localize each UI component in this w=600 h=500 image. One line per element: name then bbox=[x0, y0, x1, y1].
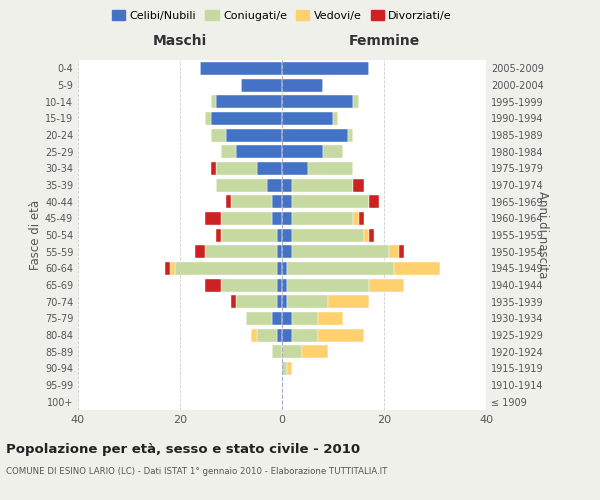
Bar bbox=[353, 212, 359, 225]
Bar bbox=[328, 295, 369, 308]
Bar bbox=[349, 128, 353, 141]
Legend: Celibi/Nubili, Coniugati/e, Vedovi/e, Divorziati/e: Celibi/Nubili, Coniugati/e, Vedovi/e, Di… bbox=[110, 8, 454, 23]
Bar bbox=[216, 178, 267, 192]
Bar bbox=[287, 278, 369, 291]
Bar bbox=[292, 228, 364, 241]
Bar bbox=[221, 212, 272, 225]
Bar bbox=[236, 145, 282, 158]
Bar bbox=[282, 245, 292, 258]
Bar bbox=[302, 345, 328, 358]
Bar bbox=[282, 78, 323, 92]
Bar bbox=[389, 245, 400, 258]
Bar bbox=[211, 162, 216, 175]
Bar bbox=[247, 312, 272, 325]
Bar bbox=[400, 245, 404, 258]
Bar bbox=[241, 78, 282, 92]
Bar bbox=[221, 228, 277, 241]
Bar bbox=[164, 262, 170, 275]
Bar bbox=[216, 228, 221, 241]
Bar bbox=[211, 95, 216, 108]
Bar bbox=[292, 328, 318, 342]
Bar bbox=[206, 112, 211, 125]
Bar bbox=[206, 278, 221, 291]
Bar bbox=[364, 228, 369, 241]
Bar bbox=[287, 295, 328, 308]
Bar bbox=[282, 328, 292, 342]
Bar bbox=[282, 145, 323, 158]
Bar bbox=[236, 295, 277, 308]
Bar bbox=[282, 295, 287, 308]
Bar bbox=[282, 95, 353, 108]
Text: Femmine: Femmine bbox=[349, 34, 419, 48]
Bar bbox=[369, 278, 404, 291]
Bar bbox=[226, 128, 282, 141]
Bar bbox=[267, 178, 282, 192]
Bar bbox=[292, 178, 353, 192]
Bar bbox=[318, 312, 343, 325]
Bar bbox=[369, 195, 379, 208]
Bar bbox=[277, 295, 282, 308]
Bar bbox=[277, 228, 282, 241]
Bar bbox=[353, 178, 364, 192]
Bar bbox=[205, 245, 277, 258]
Bar bbox=[251, 328, 257, 342]
Bar bbox=[231, 295, 236, 308]
Text: Popolazione per età, sesso e stato civile - 2010: Popolazione per età, sesso e stato civil… bbox=[6, 442, 360, 456]
Bar bbox=[282, 195, 292, 208]
Bar bbox=[211, 128, 226, 141]
Bar bbox=[196, 245, 206, 258]
Bar bbox=[323, 145, 343, 158]
Bar bbox=[308, 162, 353, 175]
Bar bbox=[359, 212, 364, 225]
Y-axis label: Fasce di età: Fasce di età bbox=[29, 200, 42, 270]
Bar bbox=[282, 162, 308, 175]
Bar bbox=[282, 62, 369, 75]
Bar bbox=[272, 195, 282, 208]
Bar bbox=[277, 278, 282, 291]
Bar bbox=[282, 262, 287, 275]
Bar bbox=[287, 362, 292, 375]
Text: COMUNE DI ESINO LARIO (LC) - Dati ISTAT 1° gennaio 2010 - Elaborazione TUTTITALI: COMUNE DI ESINO LARIO (LC) - Dati ISTAT … bbox=[6, 468, 388, 476]
Text: Maschi: Maschi bbox=[153, 34, 207, 48]
Bar bbox=[369, 228, 374, 241]
Bar bbox=[216, 95, 282, 108]
Bar bbox=[394, 262, 440, 275]
Bar bbox=[282, 212, 292, 225]
Bar bbox=[287, 262, 394, 275]
Bar bbox=[175, 262, 277, 275]
Bar bbox=[282, 228, 292, 241]
Bar bbox=[318, 328, 364, 342]
Bar bbox=[206, 212, 221, 225]
Y-axis label: Anni di nascita: Anni di nascita bbox=[536, 192, 549, 278]
Bar bbox=[353, 95, 359, 108]
Bar bbox=[282, 178, 292, 192]
Bar bbox=[277, 328, 282, 342]
Bar bbox=[211, 112, 282, 125]
Bar bbox=[292, 245, 389, 258]
Bar bbox=[272, 345, 282, 358]
Bar bbox=[292, 312, 318, 325]
Bar bbox=[282, 362, 287, 375]
Bar bbox=[282, 128, 349, 141]
Bar bbox=[221, 278, 277, 291]
Bar bbox=[257, 162, 282, 175]
Bar bbox=[333, 112, 338, 125]
Bar bbox=[292, 195, 369, 208]
Bar bbox=[272, 312, 282, 325]
Bar bbox=[231, 195, 272, 208]
Bar bbox=[282, 312, 292, 325]
Bar bbox=[282, 345, 302, 358]
Bar bbox=[277, 262, 282, 275]
Bar bbox=[200, 62, 282, 75]
Bar bbox=[216, 162, 257, 175]
Bar bbox=[170, 262, 175, 275]
Bar bbox=[282, 112, 333, 125]
Bar bbox=[257, 328, 277, 342]
Bar bbox=[292, 212, 353, 225]
Bar bbox=[272, 212, 282, 225]
Bar bbox=[221, 145, 236, 158]
Bar bbox=[282, 278, 287, 291]
Bar bbox=[277, 245, 282, 258]
Bar bbox=[226, 195, 231, 208]
